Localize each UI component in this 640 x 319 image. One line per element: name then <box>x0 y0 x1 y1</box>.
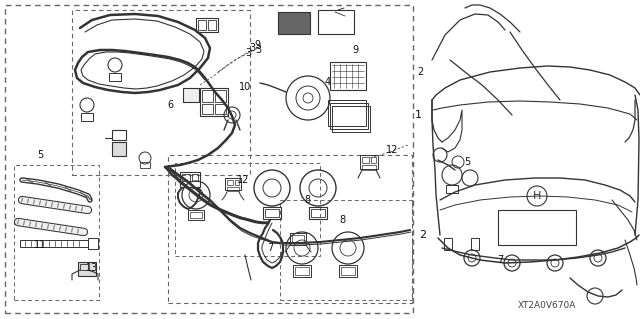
Text: 8: 8 <box>339 215 345 225</box>
Polygon shape <box>278 12 310 34</box>
Text: 10: 10 <box>239 82 251 92</box>
Text: 3: 3 <box>255 45 261 55</box>
Text: 7: 7 <box>497 255 503 265</box>
Text: 11: 11 <box>34 240 46 250</box>
Text: 13: 13 <box>86 263 98 273</box>
Text: 6: 6 <box>167 100 173 110</box>
Polygon shape <box>183 88 199 102</box>
Text: 9: 9 <box>352 45 358 55</box>
Text: XT2A0V670A: XT2A0V670A <box>518 301 576 310</box>
Text: 7: 7 <box>267 243 273 253</box>
Text: 2: 2 <box>419 230 427 240</box>
Text: 3: 3 <box>249 43 255 53</box>
Text: 5: 5 <box>37 150 43 160</box>
Text: H: H <box>533 191 541 201</box>
Polygon shape <box>78 262 96 276</box>
Text: 5: 5 <box>464 157 470 167</box>
Text: 8: 8 <box>304 195 310 205</box>
Text: 2: 2 <box>417 67 423 77</box>
Text: 3: 3 <box>245 48 251 58</box>
Polygon shape <box>112 142 126 156</box>
Text: 1: 1 <box>415 110 422 120</box>
Text: 12: 12 <box>237 175 249 185</box>
Text: 9: 9 <box>254 40 260 50</box>
Text: 4: 4 <box>325 77 331 87</box>
Text: 12: 12 <box>386 145 398 155</box>
